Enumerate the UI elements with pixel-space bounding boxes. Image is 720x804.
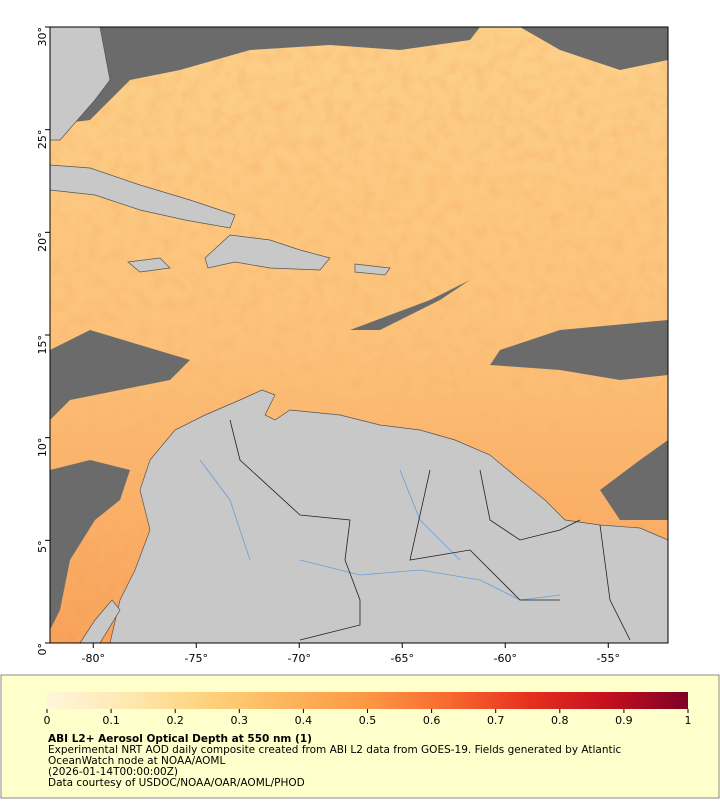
x-tick-label: -70° bbox=[288, 652, 311, 665]
colorbar-tick-label: 0.3 bbox=[231, 714, 249, 727]
y-tick-label: 10° bbox=[36, 438, 49, 458]
colorbar-tick-label: 0.2 bbox=[166, 714, 184, 727]
map-area bbox=[50, 27, 668, 643]
y-tick-label: 5° bbox=[36, 540, 49, 553]
y-tick-label: 15° bbox=[36, 335, 49, 355]
colorbar-tick-label: 0.4 bbox=[295, 714, 313, 727]
y-tick-label: 25° bbox=[36, 130, 49, 150]
x-tick-label: -75° bbox=[185, 652, 208, 665]
borders bbox=[229, 419, 631, 641]
x-tick-label: -55° bbox=[597, 652, 620, 665]
colorbar-tick-label: 0.7 bbox=[487, 714, 505, 727]
colorbar-tick-label: 0.1 bbox=[102, 714, 120, 727]
x-tick-label: -60° bbox=[494, 652, 517, 665]
y-tick-label: 30° bbox=[36, 27, 49, 47]
caption-line: Experimental NRT AOD daily composite cre… bbox=[48, 744, 622, 756]
caption-line: Data courtesy of USDOC/NOAA/OAR/AOML/PHO… bbox=[48, 777, 305, 789]
cloud-cover bbox=[50, 27, 668, 630]
y-tick-label: 0° bbox=[36, 643, 49, 656]
colorbar-tick-label: 0.9 bbox=[615, 714, 633, 727]
colorbar-scale bbox=[47, 692, 688, 709]
colorbar: 0 0.1 0.2 0.3 0.4 0.5 0.6 0.7 0.8 0.9 1 bbox=[44, 692, 692, 727]
colorbar-tick-label: 0.8 bbox=[551, 714, 569, 727]
colorbar-tick-label: 0.6 bbox=[423, 714, 441, 727]
caption-line: OceanWatch node at NOAA/AOML bbox=[48, 755, 225, 767]
y-tick-label: 20° bbox=[36, 232, 49, 252]
caption-line: (2026-01-14T00:00:00Z) bbox=[48, 766, 178, 778]
colorbar-tick-label: 0 bbox=[44, 714, 51, 727]
colorbar-tick-label: 1 bbox=[685, 714, 692, 727]
x-tick-label: -65° bbox=[391, 652, 414, 665]
axes: -80° -75° -70° -65° -60° -55° 0° 5° 10° 15° 20° 25°… bbox=[36, 26, 620, 665]
x-tick-label: -80° bbox=[82, 652, 105, 665]
caption-title: ABI L2+ Aerosol Optical Depth at 550 nm … bbox=[48, 733, 312, 745]
land bbox=[50, 27, 668, 643]
colorbar-tick-label: 0.5 bbox=[359, 714, 377, 727]
